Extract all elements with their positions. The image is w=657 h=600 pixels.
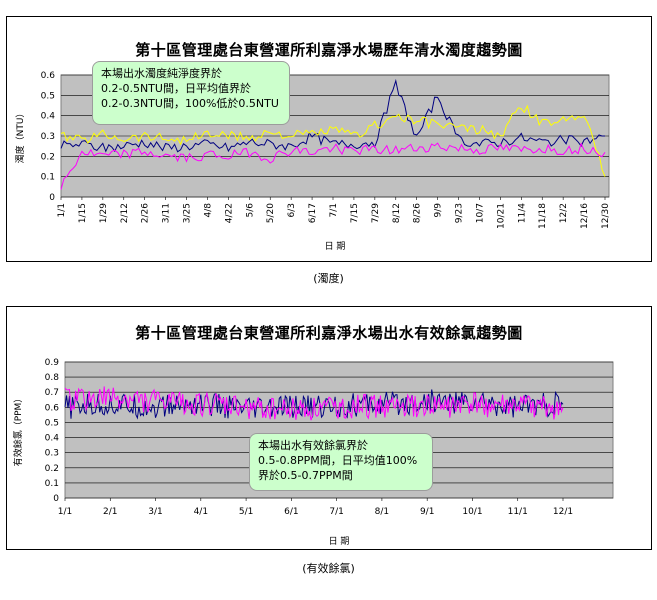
x-tick-label: 5/6 xyxy=(245,203,255,218)
x-tick-label: 7/29 xyxy=(371,203,381,223)
x-tick-label: 4/1 xyxy=(194,507,208,517)
x-tick-label: 6/1 xyxy=(284,507,298,517)
annotation-line: 界於0.5-0.7PPM間 xyxy=(258,469,353,482)
turbidity-annotation: 本場出水濁度純淨度界於 0.2-0.5NTU間，日平均值界於 0.2-0.3NT… xyxy=(92,61,290,125)
turbidity-chart: 第十區管理處台東營運所利嘉淨水場歷年清水濁度趨勢圖 0 0.1 0.2 0.3 0.4 0… xyxy=(6,16,652,262)
x-tick-label: 6/3 xyxy=(287,203,297,217)
y-tick-label: 0.2 xyxy=(41,152,55,162)
chart-title: 第十區管理處台東營運所利嘉淨水場歷年清水濁度趨勢圖 xyxy=(135,41,523,59)
x-tick-label: 10/7 xyxy=(475,203,485,223)
annotation-line: 0.2-0.3NTU間，100%低於0.5NTU xyxy=(101,97,279,110)
x-tick-label: 9/9 xyxy=(434,203,444,218)
y-axis-title: 有效餘氯（PPM） xyxy=(12,394,24,467)
x-tick-label: 12/16 xyxy=(580,203,590,229)
x-tick-label: 1/1 xyxy=(58,507,72,517)
x-tick-label: 8/1 xyxy=(375,507,389,517)
annotation-line: 本場出水有效餘氯界於 xyxy=(258,439,368,452)
x-tick-label: 5/20 xyxy=(266,203,276,223)
y-tick-label: 0.6 xyxy=(45,403,60,413)
y-tick-label: 0.3 xyxy=(45,449,59,459)
y-tick-label: 0.2 xyxy=(45,464,59,474)
y-tick-label: 0.3 xyxy=(41,132,55,142)
annotation-line: 0.2-0.5NTU間，日平均值界於 xyxy=(101,82,251,95)
x-axis-title: 日 期 xyxy=(325,241,346,252)
x-tick-label: 7/15 xyxy=(350,203,360,223)
x-tick-label: 3/11 xyxy=(162,203,172,223)
y-axis-title: 濁度（NTU） xyxy=(14,109,26,164)
turbidity-caption: (濁度) xyxy=(313,272,344,285)
x-tick-label: 6/17 xyxy=(308,203,318,223)
x-tick-label: 3/1 xyxy=(148,507,162,517)
x-tick-label: 11/1 xyxy=(508,507,528,517)
x-tick-label: 8/12 xyxy=(392,203,402,223)
x-tick-label: 5/1 xyxy=(239,507,253,517)
x-tick-label: 8/26 xyxy=(413,203,423,223)
annotation-line: 本場出水濁度純淨度界於 xyxy=(101,67,222,80)
x-tick-label: 4/8 xyxy=(203,203,213,218)
x-tick-label: 12/2 xyxy=(559,203,569,223)
y-tick-label: 0.1 xyxy=(41,173,55,183)
x-tick-label: 12/30 xyxy=(601,203,611,229)
y-tick-label: 0.6 xyxy=(41,71,56,81)
x-axis-title: 日 期 xyxy=(329,536,350,547)
y-tick-label: 0.4 xyxy=(45,434,60,444)
y-tick-label: 0.8 xyxy=(45,373,60,383)
annotation-line: 0.5-0.8PPM間，日平均值100% xyxy=(258,454,418,467)
x-tick-label: 3/25 xyxy=(183,203,193,223)
series-line xyxy=(64,386,564,421)
chlorine-caption: (有效餘氯) xyxy=(302,562,355,575)
x-tick-label: 2/26 xyxy=(141,203,151,223)
chlorine-plot: 0 0.1 0.2 0.3 0.4 0.5 0.6 0.7 0.8 0.9 有效餘氯（PPM） 1/1… xyxy=(12,358,614,547)
x-tick-label: 1/1 xyxy=(57,203,67,217)
x-tick-label: 10/21 xyxy=(496,203,506,229)
x-tick-label: 2/1 xyxy=(103,507,117,517)
x-tick-label: 1/29 xyxy=(99,203,109,223)
x-tick-label: 12/1 xyxy=(553,507,573,517)
y-tick-label: 0.7 xyxy=(45,388,59,398)
x-tick-label: 2/12 xyxy=(120,203,130,223)
series-line xyxy=(60,104,606,177)
x-tick-label: 9/1 xyxy=(420,507,434,517)
x-tick-label: 11/18 xyxy=(538,203,548,229)
y-tick-label: 0.5 xyxy=(45,418,59,428)
series-line xyxy=(60,142,606,190)
y-tick-label: 0.9 xyxy=(45,358,60,368)
series-line xyxy=(60,78,605,153)
x-tick-label: 11/4 xyxy=(517,203,527,223)
x-tick-label: 1/15 xyxy=(78,203,88,223)
chlorine-annotation: 本場出水有效餘氯界於 0.5-0.8PPM間，日平均值100% 界於0.5-0.… xyxy=(249,433,433,491)
y-tick-label: 0.1 xyxy=(45,479,59,489)
chlorine-chart: 第十區管理處台東營運所利嘉淨水場出水有效餘氯趨勢圖 0 0.1 0.2 0.3 0.4 0… xyxy=(6,306,652,550)
y-tick-label: 0.4 xyxy=(41,112,56,122)
x-tick-label: 9/23 xyxy=(455,203,465,223)
x-tick-label: 7/1 xyxy=(329,507,343,517)
y-tick-label: 0 xyxy=(53,494,59,504)
x-tick-label: 10/1 xyxy=(462,507,482,517)
y-tick-label: 0 xyxy=(49,193,55,203)
chart-title: 第十區管理處台東營運所利嘉淨水場出水有效餘氯趨勢圖 xyxy=(135,324,523,342)
y-tick-label: 0.5 xyxy=(41,91,55,101)
turbidity-plot: 0 0.1 0.2 0.3 0.4 0.5 0.6 濁度（NTU） 1/1 1/15 1/29 2/1… xyxy=(14,71,611,252)
x-tick-label: 7/1 xyxy=(329,203,339,217)
x-tick-label: 4/22 xyxy=(224,203,234,223)
